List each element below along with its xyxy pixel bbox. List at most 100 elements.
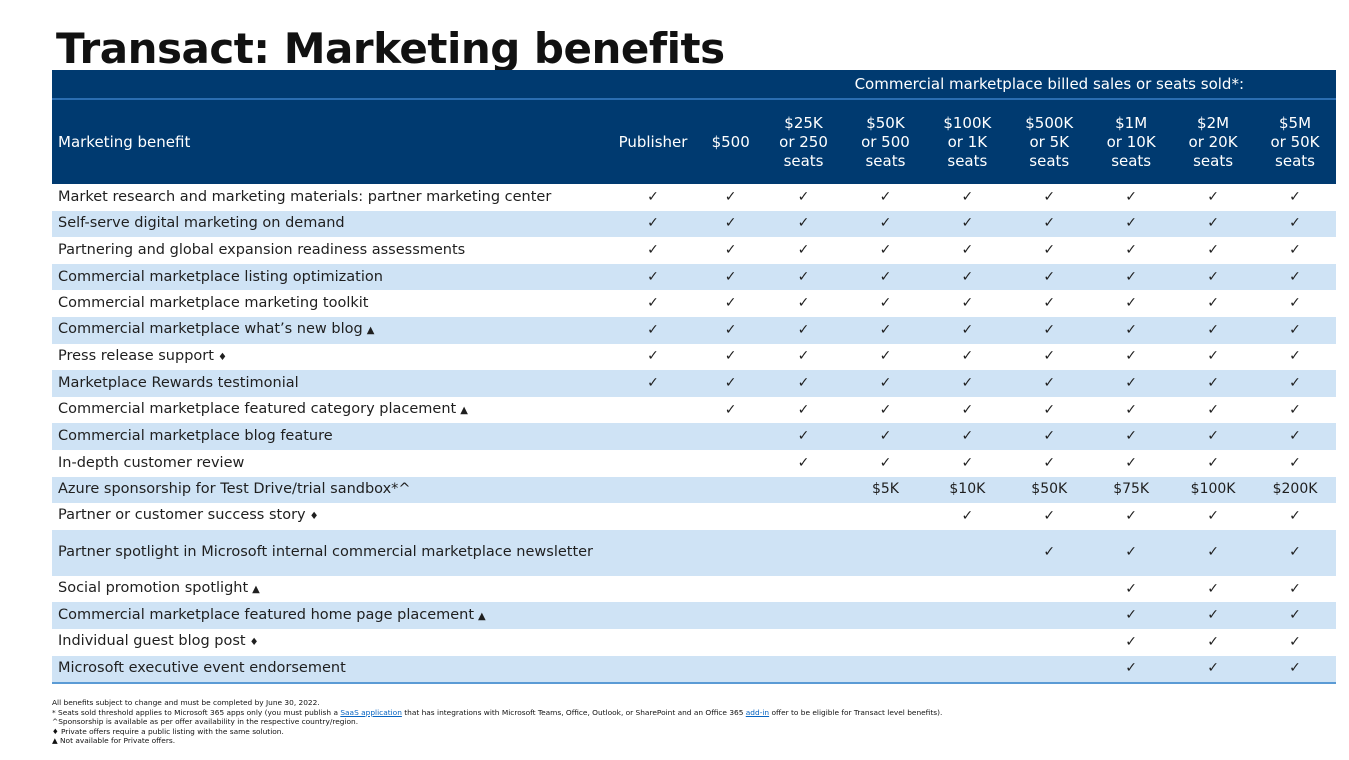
checkmark-icon: ✓ <box>762 449 845 477</box>
sponsorship-amount: $200K <box>1254 476 1336 504</box>
checkmark-icon: ✓ <box>926 449 1009 477</box>
empty-cell <box>698 575 763 603</box>
empty-cell <box>607 529 699 576</box>
footnote-not-available: ▲ Not available for Private offers. <box>52 736 176 745</box>
checkmark-icon: ✓ <box>844 370 927 397</box>
footnote-seats-text-b: that has integrations with Microsoft Tea… <box>401 707 746 717</box>
checkmark-icon: ✓ <box>1090 370 1173 397</box>
benefit-cell: Commercial marketplace marketing toolkit <box>52 290 608 317</box>
triangle-marker-icon: ▲ <box>478 610 486 622</box>
checkmark-icon: ✓ <box>1172 503 1255 530</box>
column-header-benefit: Marketing benefit <box>52 99 608 184</box>
checkmark-icon: ✓ <box>607 237 699 264</box>
checkmark-icon: ✓ <box>1090 237 1173 264</box>
empty-cell <box>698 602 763 629</box>
benefit-cell: Azure sponsorship for Test Drive/trial s… <box>52 476 608 504</box>
checkmark-icon: ✓ <box>1254 655 1336 685</box>
checkmark-icon: ✓ <box>1008 184 1091 211</box>
checkmark-icon: ✓ <box>1254 210 1336 238</box>
checkmark-icon: ✓ <box>844 210 927 238</box>
checkmark-icon: ✓ <box>762 316 845 344</box>
checkmark-icon: ✓ <box>926 423 1009 450</box>
benefit-label: Individual guest blog post <box>58 633 246 650</box>
checkmark-icon: ✓ <box>844 290 927 317</box>
checkmark-icon: ✓ <box>762 396 845 424</box>
checkmark-icon: ✓ <box>926 316 1009 344</box>
empty-cell <box>698 529 763 576</box>
checkmark-icon: ✓ <box>926 263 1009 291</box>
benefit-cell: Partnering and global expansion readines… <box>52 237 608 264</box>
checkmark-icon: ✓ <box>1172 628 1255 656</box>
benefit-cell: Social promotion spotlight ▲ <box>52 575 608 603</box>
benefit-label: Self-serve digital marketing on demand <box>58 215 345 232</box>
group-header-row: Commercial marketplace billed sales or s… <box>52 70 1336 100</box>
checkmark-icon: ✓ <box>926 396 1009 424</box>
diamond-marker-icon: ♦ <box>309 511 319 523</box>
checkmark-icon: ✓ <box>1172 396 1255 424</box>
checkmark-icon: ✓ <box>762 423 845 450</box>
benefit-cell: Market research and marketing materials:… <box>52 184 608 211</box>
empty-cell <box>1008 628 1091 656</box>
footnote-deadline: All benefits subject to change and must … <box>52 698 320 707</box>
table-row: Marketplace Rewards testimonial ✓ ✓ ✓ ✓ ✓ ✓ ✓ ✓ ✓ <box>52 370 1336 397</box>
benefit-cell: Commercial marketplace featured home pag… <box>52 602 608 629</box>
benefit-label: Commercial marketplace blog feature <box>58 428 333 445</box>
checkmark-icon: ✓ <box>1008 290 1091 317</box>
add-in-link[interactable]: add-in <box>745 707 770 717</box>
checkmark-icon: ✓ <box>1254 184 1336 211</box>
table-row: Commercial marketplace featured category… <box>52 396 1336 424</box>
footnote-seats-text-c: offer to be eligible for Transact level … <box>769 707 943 717</box>
column-header-tier: $2M or 20K seats <box>1172 99 1255 184</box>
empty-cell <box>844 575 927 603</box>
benefit-cell: Microsoft executive event endorsement <box>52 655 608 685</box>
footnote-sponsorship: ^Sponsorship is available as per offer a… <box>52 717 359 726</box>
saas-application-link[interactable]: SaaS application <box>340 707 402 717</box>
empty-cell <box>607 396 699 424</box>
checkmark-icon: ✓ <box>1090 423 1173 450</box>
empty-cell <box>844 529 927 576</box>
benefit-label: Commercial marketplace featured home pag… <box>58 606 475 623</box>
checkmark-icon: ✓ <box>698 290 763 317</box>
empty-cell <box>607 575 699 603</box>
checkmark-icon: ✓ <box>1172 370 1255 397</box>
benefit-label: Market research and marketing materials:… <box>58 188 552 205</box>
table-row: Commercial marketplace listing optimizat… <box>52 263 1336 291</box>
checkmark-icon: ✓ <box>1254 316 1336 344</box>
checkmark-icon: ✓ <box>1254 263 1336 291</box>
checkmark-icon: ✓ <box>1090 628 1173 656</box>
column-header-tier: $50K or 500 seats <box>844 99 927 184</box>
checkmark-icon: ✓ <box>1254 503 1336 530</box>
column-header-tier: $25K or 250 seats <box>762 99 845 184</box>
checkmark-icon: ✓ <box>698 316 763 344</box>
benefit-label: Commercial marketplace featured category… <box>58 401 457 418</box>
triangle-marker-icon: ▲ <box>252 584 260 596</box>
checkmark-icon: ✓ <box>1090 343 1173 371</box>
checkmark-icon: ✓ <box>1254 237 1336 264</box>
empty-cell <box>607 423 699 450</box>
table-row: Commercial marketplace featured home pag… <box>52 602 1336 629</box>
empty-cell <box>926 529 1009 576</box>
checkmark-icon: ✓ <box>1172 343 1255 371</box>
checkmark-icon: ✓ <box>762 237 845 264</box>
checkmark-icon: ✓ <box>1254 529 1336 576</box>
table-row: Market research and marketing materials:… <box>52 184 1336 211</box>
footnotes: All benefits subject to change and must … <box>52 698 1332 746</box>
checkmark-icon: ✓ <box>762 210 845 238</box>
checkmark-icon: ✓ <box>1172 529 1255 576</box>
diamond-marker-icon: ♦ <box>217 351 227 363</box>
benefit-cell: Commercial marketplace blog feature <box>52 423 608 450</box>
checkmark-icon: ✓ <box>1172 184 1255 211</box>
checkmark-icon: ✓ <box>1254 628 1336 656</box>
benefit-cell: Individual guest blog post ♦ <box>52 628 608 656</box>
checkmark-icon: ✓ <box>926 503 1009 530</box>
column-header-row: Marketing benefit Publisher $500 $25K or 25… <box>52 99 1336 184</box>
table-row: Partner spotlight in Microsoft internal … <box>52 529 1336 576</box>
benefit-cell: Commercial marketplace featured category… <box>52 396 608 424</box>
benefit-label: Commercial marketplace what’s new blog <box>58 321 363 338</box>
checkmark-icon: ✓ <box>926 290 1009 317</box>
checkmark-icon: ✓ <box>1090 529 1173 576</box>
benefit-label: Microsoft executive event endorsement <box>58 660 346 677</box>
checkmark-icon: ✓ <box>1254 423 1336 450</box>
empty-cell <box>926 655 1009 685</box>
checkmark-icon: ✓ <box>1008 237 1091 264</box>
